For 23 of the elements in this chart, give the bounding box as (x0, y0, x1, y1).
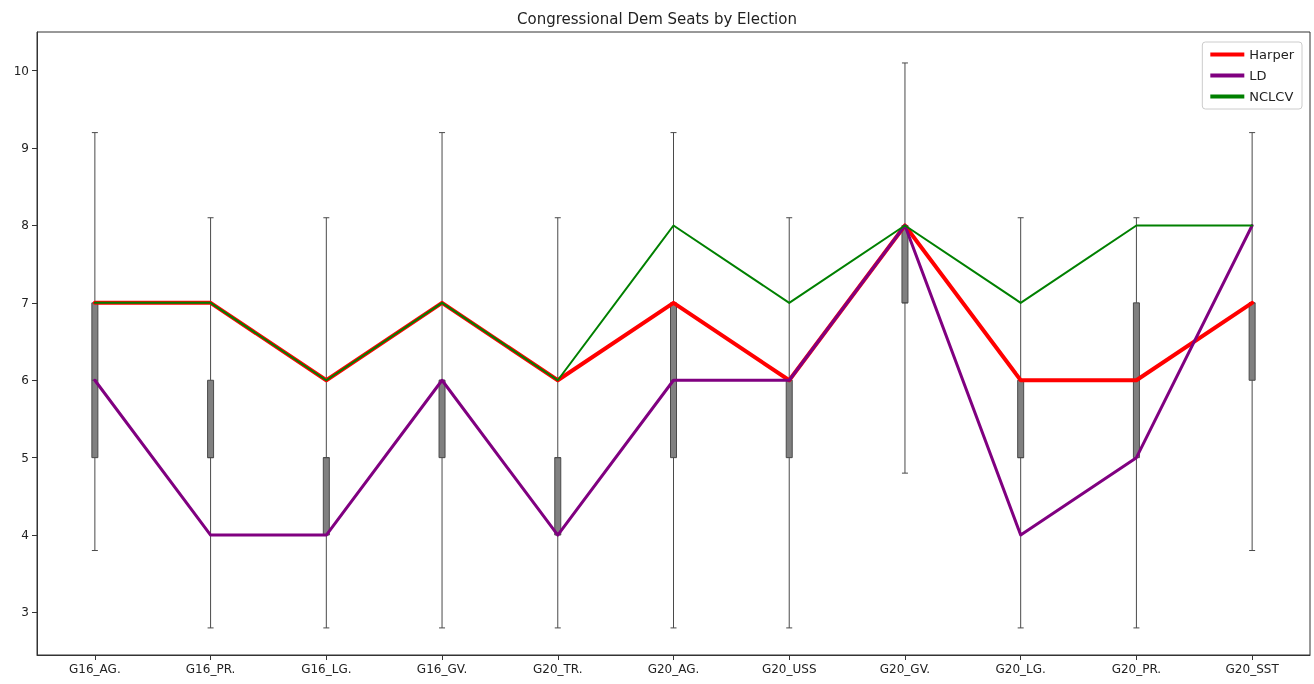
y-tick-label: 10 (13, 63, 29, 78)
x-tick-label: G16_LG. (301, 662, 352, 676)
y-tick-label: 7 (21, 295, 29, 310)
x-tick-label: G16_AG. (69, 662, 121, 676)
legend-label: LD (1249, 68, 1267, 83)
y-tick-label: 3 (21, 605, 29, 620)
y-tick-label: 5 (21, 450, 29, 465)
x-tick-label: G20_USS (761, 662, 817, 676)
x-tick-label: G20_PR. (1111, 662, 1162, 676)
y-tick-label: 4 (21, 528, 29, 543)
legend-label: Harper (1249, 47, 1295, 62)
x-tick-label: G16_GV. (416, 662, 468, 676)
x-tick-label: G20_LG. (995, 662, 1046, 676)
y-tick-label: 9 (21, 141, 29, 156)
x-tick-label: G20_GV. (879, 662, 931, 676)
legend-label: NCLCV (1249, 89, 1294, 104)
chart-title: Congressional Dem Seats by Election (517, 9, 797, 28)
y-tick-label: 6 (21, 373, 29, 388)
x-tick-label: G20_SST (1225, 662, 1280, 676)
y-tick-label: 8 (21, 218, 29, 233)
x-tick-label: G20_TR. (532, 662, 583, 676)
x-tick-label: G20_AG. (647, 662, 700, 676)
x-tick-label: G16_PR. (185, 662, 236, 676)
